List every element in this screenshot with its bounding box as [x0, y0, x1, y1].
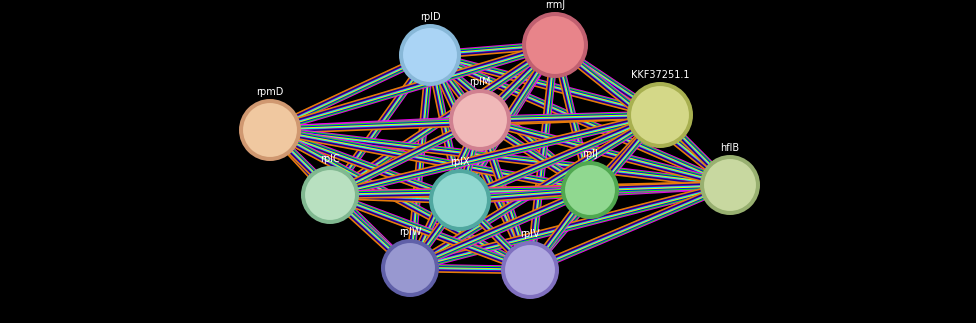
Circle shape	[501, 241, 559, 299]
Circle shape	[301, 166, 359, 224]
Text: rplM: rplM	[469, 77, 491, 87]
Circle shape	[381, 239, 439, 297]
Text: rplD: rplD	[420, 12, 440, 22]
Text: hflB: hflB	[720, 143, 740, 153]
Text: rplW: rplW	[398, 227, 422, 237]
Circle shape	[429, 169, 491, 231]
Circle shape	[522, 12, 588, 78]
Circle shape	[627, 82, 693, 148]
Circle shape	[561, 161, 619, 219]
Circle shape	[384, 242, 436, 294]
Circle shape	[703, 158, 757, 212]
Circle shape	[402, 27, 458, 83]
Circle shape	[452, 92, 508, 148]
Circle shape	[504, 244, 556, 296]
Text: rplJ: rplJ	[582, 149, 598, 159]
Text: rplX: rplX	[450, 157, 469, 167]
Text: rplC: rplC	[320, 154, 340, 164]
Text: rrmJ: rrmJ	[545, 0, 565, 10]
Circle shape	[239, 99, 301, 161]
Circle shape	[242, 102, 298, 158]
Circle shape	[304, 169, 356, 221]
Text: rplV: rplV	[520, 229, 540, 239]
Circle shape	[525, 15, 585, 75]
Circle shape	[449, 89, 511, 151]
Circle shape	[700, 155, 760, 215]
Text: rpmD: rpmD	[257, 87, 284, 97]
Circle shape	[399, 24, 461, 86]
Text: KKF37251.1: KKF37251.1	[630, 70, 689, 80]
Circle shape	[564, 164, 616, 216]
Circle shape	[432, 172, 488, 228]
Circle shape	[630, 85, 690, 145]
